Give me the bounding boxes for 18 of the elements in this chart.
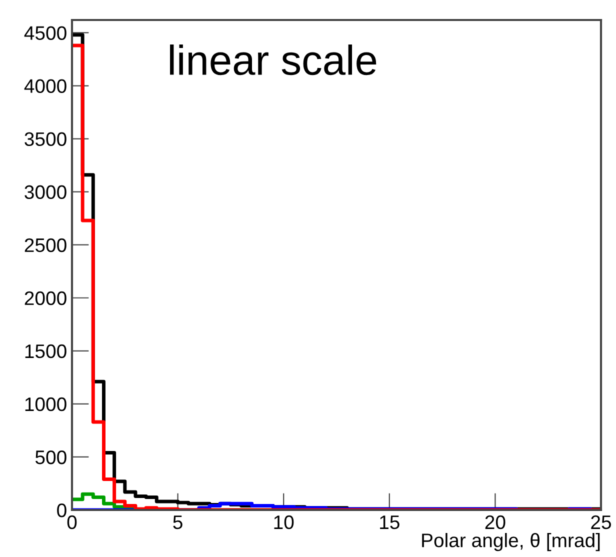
y-tick-label: 500 <box>35 450 66 464</box>
x-axis-title: Polar angle, θ [mrad] <box>422 532 600 552</box>
annotation: linear scale <box>170 44 376 76</box>
y-tick-label: 3500 <box>24 132 66 146</box>
y-tick-label: 1500 <box>25 344 66 358</box>
x-tick-label: 20 <box>485 515 506 530</box>
y-tick-label: 0 <box>57 503 66 518</box>
y-tick-label: 3000 <box>24 185 66 200</box>
x-tick-label: 5 <box>173 516 182 530</box>
y-tick-label: 1000 <box>25 397 66 412</box>
x-tick-label: 15 <box>380 516 400 530</box>
x-tick-label: 0 <box>67 515 77 530</box>
y-tick-label: 4000 <box>24 79 66 93</box>
y-tick-label: 2000 <box>24 291 66 306</box>
y-tick-label: 2500 <box>24 238 66 252</box>
x-tick-label: 10 <box>274 515 294 530</box>
x-tick-label: 25 <box>591 515 611 530</box>
y-tick-label: 4500 <box>24 26 66 40</box>
